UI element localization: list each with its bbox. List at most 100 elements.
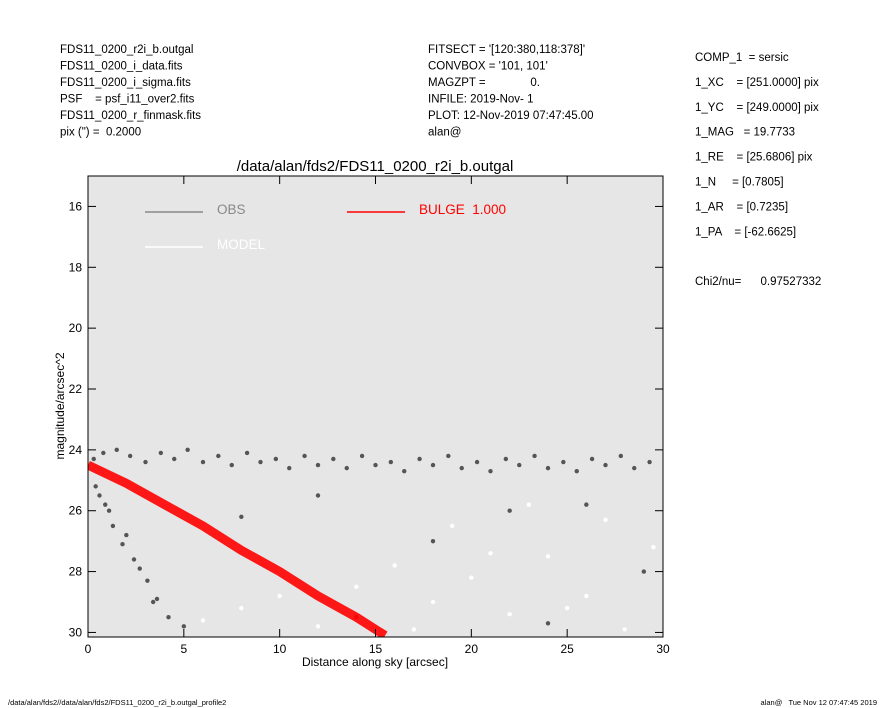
y-tick-label: 26 [69, 504, 83, 518]
data-point [526, 502, 532, 507]
data-point [216, 453, 221, 459]
header-left-line: FDS11_0200_i_data.fits [60, 61, 183, 73]
data-point [150, 599, 156, 605]
chi2: Chi2/nu= 0.97527332 [695, 276, 821, 288]
data-point [651, 545, 656, 550]
data-point [449, 523, 455, 529]
data-point [507, 611, 512, 617]
data-point [137, 566, 142, 571]
data-point [354, 584, 359, 589]
data-point [584, 593, 589, 599]
data-point [402, 468, 407, 474]
footer-left: /data/alan/fds2//data/alan/fds2/FDS11_02… [8, 698, 226, 707]
data-point [277, 593, 282, 599]
data-point [430, 538, 436, 544]
data-point [331, 456, 336, 462]
data-point [315, 624, 321, 629]
data-point [503, 456, 509, 462]
data-point [430, 599, 436, 605]
data-point [584, 502, 589, 507]
data-point [545, 554, 551, 559]
data-point [545, 465, 551, 471]
data-point [517, 462, 522, 468]
y-tick-label: 20 [69, 321, 83, 335]
data-point [561, 459, 566, 465]
header-middle-line: INFILE: 2019-Nov- 1 [428, 94, 533, 106]
y-tick-label: 30 [69, 625, 83, 639]
data-point [488, 551, 493, 556]
data-point [315, 493, 321, 498]
parameter-line: 1_MAG = 19.7733 [695, 127, 795, 139]
data-point [469, 575, 474, 580]
data-point [488, 468, 493, 474]
data-point [392, 563, 397, 568]
data-point [172, 456, 177, 462]
data-point [647, 459, 652, 465]
data-point [545, 621, 551, 626]
x-tick-label: 25 [560, 642, 574, 656]
data-point [91, 456, 96, 462]
data-point [344, 465, 349, 471]
legend-label: MODEL [217, 237, 266, 252]
x-tick-label: 30 [656, 642, 670, 656]
model-band [88, 461, 388, 637]
header-left-line: pix (") = 0.2000 [60, 127, 141, 139]
data-point [229, 462, 234, 468]
footer-right: alan@ Tue Nov 12 07:47:45 2019 [761, 698, 877, 707]
x-tick-label: 5 [180, 642, 187, 656]
data-point [641, 569, 647, 574]
data-point [507, 508, 512, 513]
data-point [239, 605, 244, 611]
data-point [244, 450, 250, 456]
header-left-line: FDS11_0200_r2i_b.outgal [60, 44, 193, 56]
parameter-line: 1_AR = [0.7235] [695, 201, 788, 213]
x-tick-label: 0 [85, 642, 92, 656]
y-axis-label: magnitude/arcsec^2 [53, 352, 67, 459]
data-point [145, 578, 150, 583]
data-point [603, 462, 608, 468]
parameter-line: 1_RE = [25.6806] pix [695, 152, 813, 164]
data-point [103, 502, 108, 507]
header-middle-line: FITSECT = '[120:380,118:378]' [428, 44, 585, 56]
data-point [359, 453, 365, 459]
data-point [273, 456, 279, 462]
header-left-line: PSF = psf_i11_over2.fits [60, 94, 195, 106]
data-point [564, 605, 570, 611]
data-point [166, 615, 171, 620]
data-point [632, 465, 637, 471]
data-point [388, 459, 394, 465]
header-middle-line: CONVBOX = '101, 101' [428, 61, 548, 73]
data-point [200, 618, 206, 623]
data-point [618, 453, 624, 459]
header-left-line: FDS11_0200_i_sigma.fits [60, 77, 191, 89]
plot-background [88, 176, 663, 637]
parameter-line: 1_N = [0.7805] [695, 177, 784, 189]
data-point [258, 459, 263, 465]
x-tick-label: 10 [273, 642, 287, 656]
y-tick-label: 22 [69, 382, 83, 396]
data-point [110, 523, 116, 529]
legend-label: OBS [217, 202, 246, 217]
y-tick-label: 24 [69, 443, 83, 457]
header-middle-line: PLOT: 12-Nov-2019 07:47:45.00 [428, 110, 594, 122]
legend-label: BULGE 1.000 [419, 202, 506, 217]
data-point [315, 462, 321, 468]
parameter-line: 1_PA = [-62.6625] [695, 226, 796, 238]
data-point [287, 465, 292, 471]
data-point [200, 459, 206, 465]
data-point [589, 456, 595, 462]
data-point [158, 450, 164, 456]
parameter-line: 1_XC = [251.0000] pix [695, 77, 819, 89]
data-point [154, 596, 160, 602]
data-point [373, 462, 378, 468]
data-point [417, 456, 422, 462]
data-point [459, 465, 464, 471]
header-left-line: FDS11_0200_r_finmask.fits [60, 110, 201, 122]
data-point [239, 514, 244, 520]
y-tick-label: 28 [69, 565, 83, 579]
y-tick-label: 18 [69, 260, 83, 274]
header-middle-line: MAGZPT = 0. [428, 77, 540, 89]
data-point [143, 459, 148, 465]
data-point [181, 624, 187, 629]
